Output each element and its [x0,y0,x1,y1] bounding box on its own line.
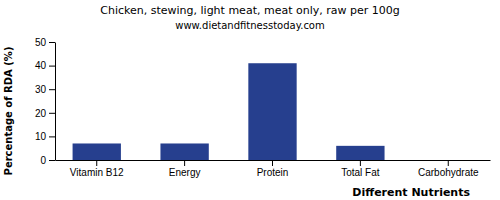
x-tick-label: Protein [257,167,289,178]
y-axis: 0 10 20 30 40 50 [35,37,56,166]
chart: 0 10 20 30 40 50 Vitamin B12 Energy Protein Total… [0,0,500,200]
subtitle: www.dietandfitnesstoday.com [175,20,324,31]
x-tick-label: Carbohydrate [418,167,479,178]
bar [73,143,121,160]
x-tick-mark [184,160,185,166]
x-tick-mark [272,160,273,166]
y-tick-label: 30 [35,84,47,95]
y-tick-mark [49,160,55,161]
x-tick: Total Fat [341,160,380,178]
x-tick-label: Vitamin B12 [70,167,124,178]
bar [160,143,208,160]
y-tick: 0 [40,155,55,166]
x-tick: Protein [257,160,289,178]
x-tick-mark [448,160,449,166]
y-tick: 30 [35,84,55,95]
title: Chicken, stewing, light meat, meat only,… [100,4,399,17]
x-tick-label: Total Fat [341,167,380,178]
bar [248,63,296,160]
bar [336,146,384,160]
x-axis-title: Different Nutrients [352,186,470,199]
y-tick-label: 20 [35,108,47,119]
x-tick-mark [96,160,97,166]
x-tick: Vitamin B12 [70,160,124,178]
plot: 0 10 20 30 40 50 Vitamin B12 Energy Protein Total… [35,37,491,178]
y-tick: 50 [35,37,55,48]
y-tick-label: 0 [40,155,46,166]
x-axis: Vitamin B12 Energy Protein Total Fat Carbohy… [56,160,491,178]
y-tick: 10 [35,131,55,142]
y-tick: 20 [35,108,55,119]
x-tick: Carbohydrate [418,160,479,178]
y-tick-label: 40 [35,60,47,71]
x-tick-label: Energy [169,167,201,178]
y-tick-mark [49,66,55,67]
y-axis-title: Percentage of RDA (%) [3,47,14,176]
y-tick-mark [49,136,55,137]
bar [424,160,472,161]
bars [73,63,385,160]
y-tick-mark [49,113,55,114]
x-tick: Energy [169,160,201,178]
y-tick-label: 10 [35,131,47,142]
y-tick-label: 50 [35,37,47,48]
y-tick-mark [49,89,55,90]
y-tick: 40 [35,60,55,71]
y-tick-mark [49,42,55,43]
y-axis-line [55,43,56,161]
x-tick-mark [360,160,361,166]
